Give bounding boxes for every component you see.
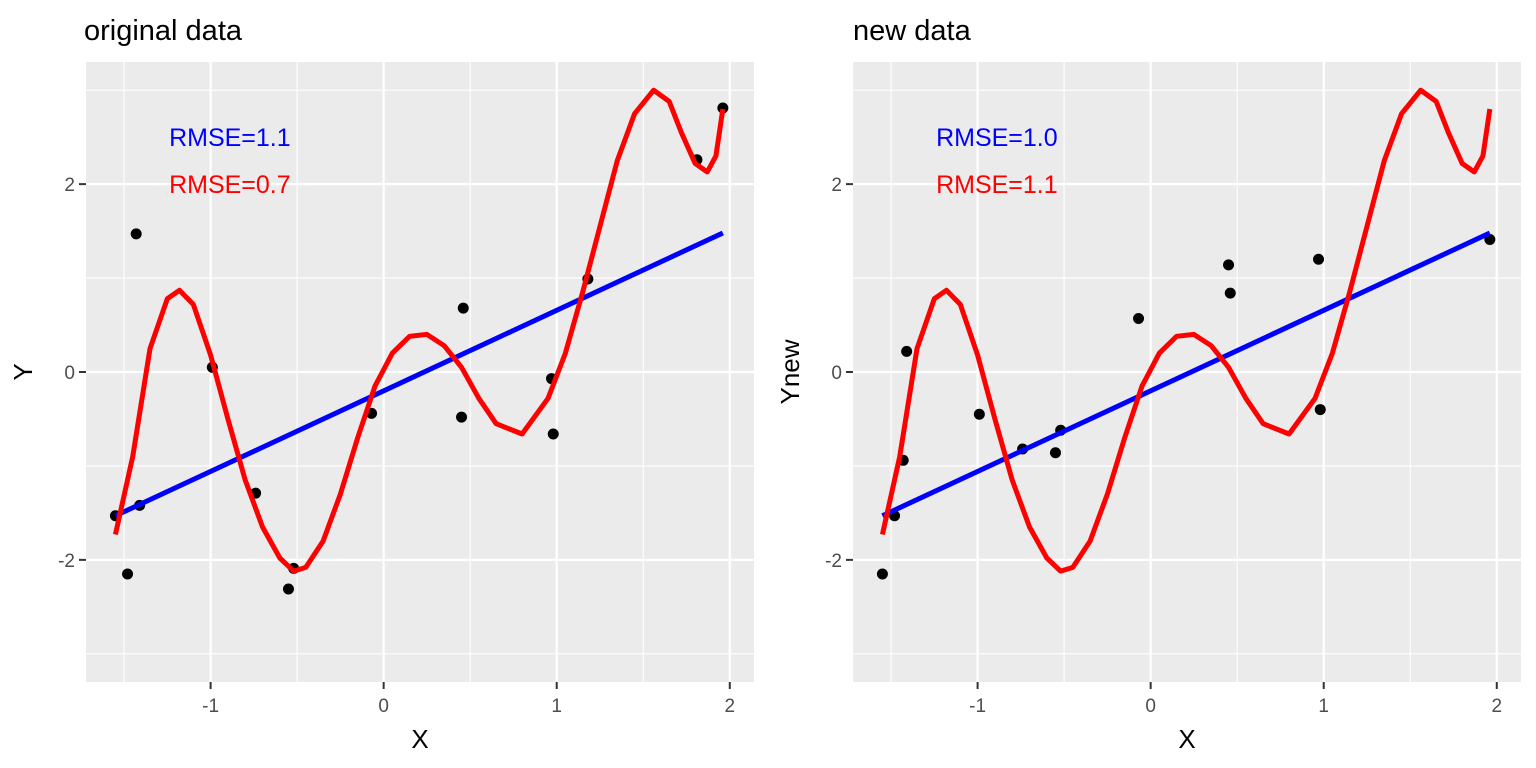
rmse-annotation: RMSE=0.7 xyxy=(169,171,291,199)
y-tick-label: -2 xyxy=(58,551,75,572)
data-point xyxy=(1313,253,1325,265)
data-point xyxy=(457,302,469,314)
linear-fit-line xyxy=(881,230,1491,518)
plot-area xyxy=(876,87,1496,580)
y-tick-label: 0 xyxy=(64,363,75,384)
data-point xyxy=(122,568,134,580)
x-tick-label: -1 xyxy=(969,696,986,717)
data-point xyxy=(130,228,142,240)
y-tick-label: -2 xyxy=(825,551,842,572)
data-point xyxy=(1314,404,1326,416)
y-tick-label: 0 xyxy=(831,363,842,384)
x-axis-title: X xyxy=(1178,724,1195,754)
panel-1: RMSE=1.1 RMSE=0.7 -1 0 1 2 -2 0 2 original data X Y xyxy=(8,15,754,754)
data-point xyxy=(901,345,913,357)
x-tick-label: 1 xyxy=(551,696,562,717)
x-tick-label: 1 xyxy=(1318,696,1329,717)
rmse-annotation: RMSE=1.0 xyxy=(936,124,1058,152)
data-point xyxy=(1223,259,1235,271)
x-tick-label: 0 xyxy=(378,696,389,717)
data-point xyxy=(1224,287,1236,299)
chart-title: new data xyxy=(853,15,972,47)
data-point xyxy=(876,568,888,580)
polynomial-fit-line xyxy=(879,87,1493,574)
data-point xyxy=(973,408,985,420)
panel-2: RMSE=1.0 RMSE=1.1 -1 0 1 2 -2 0 2 new data X Ynew xyxy=(775,15,1521,754)
x-tick-label: 0 xyxy=(1145,696,1156,717)
y-tick-label: 2 xyxy=(831,175,842,196)
y-axis-title: Y xyxy=(8,363,38,380)
data-point xyxy=(1049,447,1061,459)
rmse-annotation: RMSE=1.1 xyxy=(169,124,291,152)
x-tick-label: 2 xyxy=(1491,696,1502,717)
linear-fit-line xyxy=(114,230,724,518)
data-point xyxy=(1133,312,1145,324)
rmse-annotation: RMSE=1.1 xyxy=(936,171,1058,199)
data-point xyxy=(547,428,559,440)
chart-title: original data xyxy=(84,15,243,47)
data-point xyxy=(456,411,468,423)
plot-area xyxy=(109,87,729,595)
x-tick-label: 2 xyxy=(724,696,735,717)
x-tick-label: -1 xyxy=(202,696,219,717)
y-axis-title: Ynew xyxy=(775,339,805,404)
y-tick-label: 2 xyxy=(64,175,75,196)
data-point xyxy=(282,583,294,595)
x-axis-title: X xyxy=(411,724,428,754)
polynomial-fit-line xyxy=(112,87,726,574)
